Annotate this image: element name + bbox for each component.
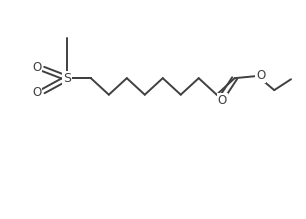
Text: O: O <box>256 69 265 83</box>
Text: O: O <box>32 61 41 74</box>
Text: O: O <box>218 94 227 107</box>
Text: O: O <box>32 86 41 99</box>
Text: S: S <box>63 72 71 85</box>
